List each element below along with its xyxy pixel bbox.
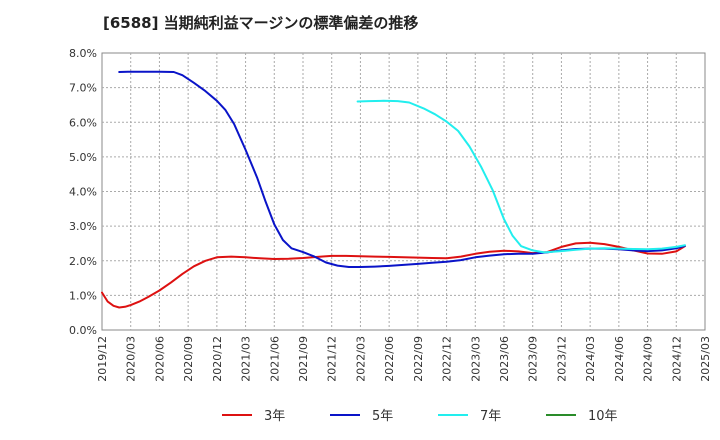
x-tick-label: 2021/09 (297, 336, 310, 382)
x-tick-label: 2024/09 (642, 336, 655, 382)
y-tick-label: 5.0% (69, 151, 97, 164)
x-tick-label: 2022/03 (354, 336, 367, 382)
x-tick-label: 2024/12 (670, 336, 683, 382)
series-lines (101, 70, 686, 309)
y-tick-label: 6.0% (69, 116, 97, 129)
x-tick-label: 2023/03 (469, 336, 482, 382)
y-tick-label: 7.0% (69, 82, 97, 95)
chart-title: [6588] 当期純利益マージンの標準偏差の推移 (103, 14, 418, 32)
x-axis-ticks: 2019/12 2020/03 2020/06 2020/09 2020/12 2021/… (96, 336, 712, 382)
y-tick-label: 8.0% (69, 47, 97, 60)
x-tick-label: 2020/09 (182, 336, 195, 382)
x-tick-label: 2022/09 (412, 336, 425, 382)
x-tick-label: 2024/06 (613, 336, 626, 382)
legend-label: 3年 (264, 409, 285, 424)
grid-lines (102, 53, 705, 330)
x-tick-label: 2023/06 (498, 336, 511, 382)
x-tick-label: 2023/09 (527, 336, 540, 382)
x-tick-label: 2022/06 (383, 336, 396, 382)
x-tick-label: 2021/12 (326, 336, 339, 382)
x-tick-label: 2020/12 (211, 336, 224, 382)
legend-label: 5年 (372, 409, 393, 424)
x-tick-label: 2020/03 (125, 336, 138, 382)
y-tick-label: 0.0% (69, 324, 97, 337)
y-tick-label: 4.0% (69, 186, 97, 199)
x-tick-label: 2022/12 (441, 336, 454, 382)
series-line (356, 99, 686, 254)
x-tick-label: 2019/12 (96, 336, 109, 382)
legend-label: 7年 (480, 409, 501, 424)
legend-label: 10年 (588, 409, 618, 424)
x-tick-label: 2021/03 (240, 336, 253, 382)
x-tick-label: 2020/06 (153, 336, 166, 382)
x-tick-label: 2025/03 (699, 336, 712, 382)
y-tick-label: 3.0% (69, 220, 97, 233)
x-tick-label: 2021/06 (268, 336, 281, 382)
legend: 3年 5年 7年 10年 (222, 409, 618, 424)
y-tick-label: 1.0% (69, 289, 97, 302)
y-tick-label: 2.0% (69, 255, 97, 268)
y-axis-ticks: 0.0% 1.0% 2.0% 3.0% 4.0% 5.0% 6.0% 7.0% 8.0% (69, 47, 97, 337)
x-tick-label: 2024/03 (584, 336, 597, 382)
series-line (101, 241, 686, 309)
x-tick-label: 2023/12 (555, 336, 568, 382)
